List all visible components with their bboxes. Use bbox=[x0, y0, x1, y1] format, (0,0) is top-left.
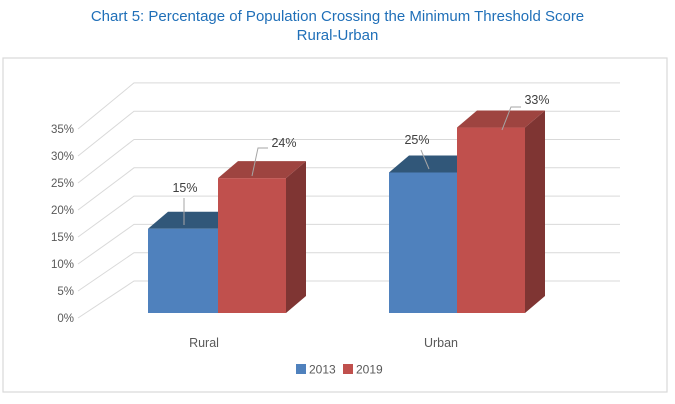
legend-label-2013: 2013 bbox=[309, 363, 336, 377]
data-label-leader-33% bbox=[501, 106, 521, 131]
bar-rural-2019-side bbox=[286, 161, 306, 313]
y-tick-label-25%: 25% bbox=[51, 178, 74, 190]
legend-swatch-2019 bbox=[343, 364, 353, 374]
y-tick-label-30%: 30% bbox=[51, 151, 74, 163]
y-tick-label-20%: 20% bbox=[51, 205, 74, 217]
bar-rural-2013-front bbox=[148, 228, 218, 313]
y-tick-label-15%: 15% bbox=[51, 232, 74, 244]
bar-urban-2013-front bbox=[389, 172, 457, 313]
gridline-35% bbox=[77, 82, 620, 130]
y-tick-label-10%: 10% bbox=[51, 259, 74, 271]
data-label-leader-24% bbox=[251, 147, 268, 177]
category-label-urban: Urban bbox=[424, 336, 458, 350]
y-tick-label-5%: 5% bbox=[57, 286, 74, 298]
plot-frame bbox=[2, 57, 668, 393]
y-tick-label-35%: 35% bbox=[51, 124, 74, 136]
bar-rural-2013-top bbox=[148, 211, 238, 229]
chart-title-line2: Rural-Urban bbox=[296, 27, 379, 44]
y-tick-label-0%: 0% bbox=[57, 313, 74, 325]
bar-urban-2013-top bbox=[389, 155, 477, 173]
bar-urban-2019-side bbox=[525, 110, 545, 313]
data-label-15%: 15% bbox=[172, 181, 197, 195]
data-label-leader-25% bbox=[420, 149, 430, 170]
chart-title-line1: Chart 5: Percentage of Population Crossi… bbox=[90, 8, 585, 25]
legend-label-2019: 2019 bbox=[356, 363, 383, 377]
data-label-33%: 33% bbox=[524, 93, 549, 107]
data-label-25%: 25% bbox=[404, 133, 429, 147]
legend-swatch-2013 bbox=[296, 364, 306, 374]
bar-rural-2019-top bbox=[218, 161, 306, 179]
gridline-30% bbox=[77, 110, 620, 157]
category-label-rural: Rural bbox=[189, 336, 219, 350]
bar-rural-2019-front bbox=[218, 178, 286, 313]
data-label-24%: 24% bbox=[271, 136, 296, 150]
bar-urban-2019-top bbox=[457, 110, 545, 128]
chart-title: Chart 5: Percentage of Population Crossi… bbox=[0, 7, 675, 45]
bar-urban-2019-front bbox=[457, 127, 525, 313]
